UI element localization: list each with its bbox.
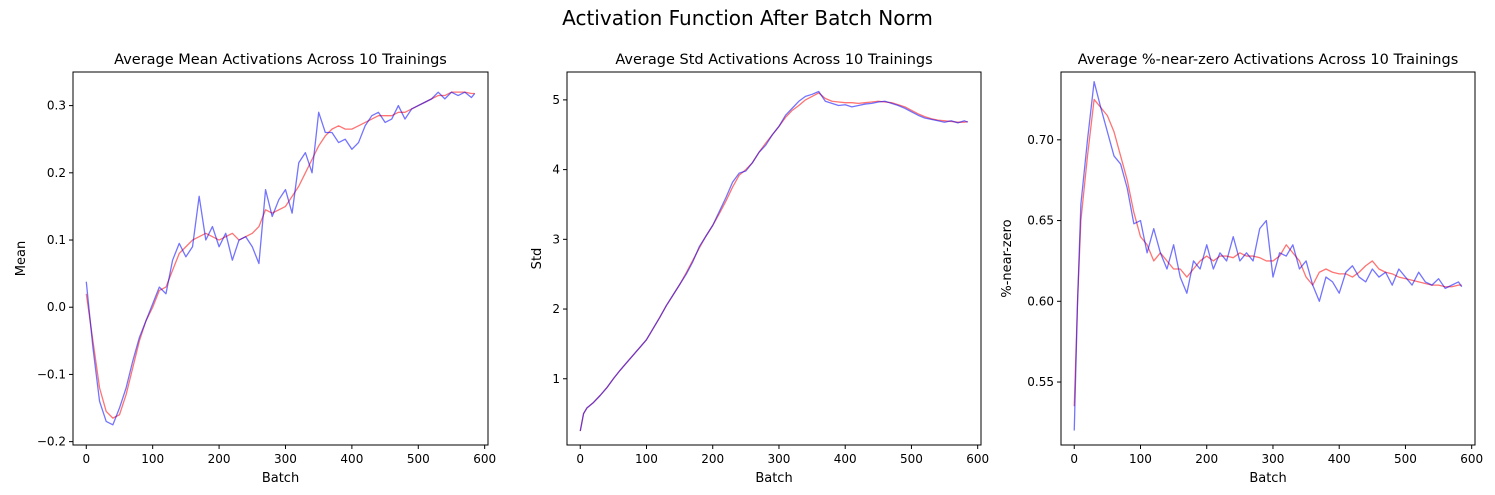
axes-frame	[1060, 71, 1476, 446]
y-tick-label: −0.1	[37, 367, 66, 381]
figure-suptitle: Activation Function After Batch Norm	[562, 6, 933, 30]
x-tick-label: 300	[274, 452, 297, 466]
subplot-title: Average Std Activations Across 10 Traini…	[615, 52, 932, 68]
y-tick-label: 0.65	[1027, 214, 1054, 228]
series-line-1	[579, 90, 969, 432]
x-tick-label: 400	[834, 452, 857, 466]
subplot-std: 0 100 200 300 400 500 600 1 2 3 4 5 Average Std Acti…	[530, 52, 989, 486]
x-tick-label: 200	[701, 452, 724, 466]
x-tick-label: 100	[635, 452, 658, 466]
subplot-title: Average Mean Activations Across 10 Train…	[114, 52, 447, 68]
x-tick-label: 400	[340, 452, 363, 466]
y-tick-label: 4	[552, 163, 560, 177]
y-tick-label: 5	[552, 93, 560, 107]
y-tick-label: 0.0	[47, 300, 66, 314]
x-tick-label: 600	[1460, 452, 1483, 466]
x-tick-label: 500	[900, 452, 923, 466]
series-line-0	[579, 92, 968, 432]
y-tick-label: −0.2	[37, 435, 66, 449]
y-tick-label: 0.60	[1027, 294, 1054, 308]
series-line-1	[85, 91, 476, 426]
series-line-1	[1073, 81, 1463, 431]
subplot-near-zero: 0 100 200 300 400 500 600 0.55 0.60 0.65 0.70 Avera…	[1000, 52, 1483, 486]
x-tick-label: 100	[1129, 452, 1152, 466]
axes-frame	[72, 71, 489, 446]
y-axis-label: Mean	[14, 241, 29, 276]
x-axis-label: Batch	[755, 471, 792, 486]
y-tick-label: 0.70	[1027, 133, 1054, 147]
x-tick-label: 200	[208, 452, 231, 466]
y-axis-label: %-near-zero	[1000, 219, 1015, 297]
subplot-title: Average %-near-zero Activations Across 1…	[1078, 52, 1459, 68]
y-axis-label: Std	[530, 248, 545, 270]
x-tick-label: 0	[1070, 452, 1078, 466]
x-tick-label: 100	[141, 452, 164, 466]
y-tick-label: 2	[552, 302, 560, 316]
axes-frame	[566, 71, 982, 446]
subplot-mean: 0 100 200 300 400 500 600 −0.2 −0.1 0.0 0.1 0.2 0.3 A…	[14, 52, 496, 486]
x-tick-label: 500	[407, 452, 430, 466]
x-tick-label: 300	[768, 452, 791, 466]
x-tick-label: 0	[82, 452, 90, 466]
x-tick-label: 600	[473, 452, 496, 466]
series-line-0	[85, 91, 475, 419]
y-tick-label: 0.2	[47, 166, 66, 180]
x-tick-label: 0	[576, 452, 584, 466]
x-tick-label: 300	[1262, 452, 1285, 466]
x-tick-label: 400	[1328, 452, 1351, 466]
x-tick-label: 500	[1394, 452, 1417, 466]
x-tick-label: 200	[1195, 452, 1218, 466]
x-axis-label: Batch	[1249, 471, 1286, 486]
y-tick-label: 0.1	[47, 233, 66, 247]
series-line-0	[1073, 98, 1462, 407]
y-tick-label: 0.3	[47, 99, 66, 113]
y-tick-label: 0.55	[1027, 375, 1054, 389]
x-axis-label: Batch	[262, 471, 299, 486]
y-tick-label: 3	[552, 232, 560, 246]
x-tick-label: 600	[966, 452, 989, 466]
y-tick-label: 1	[552, 372, 560, 386]
